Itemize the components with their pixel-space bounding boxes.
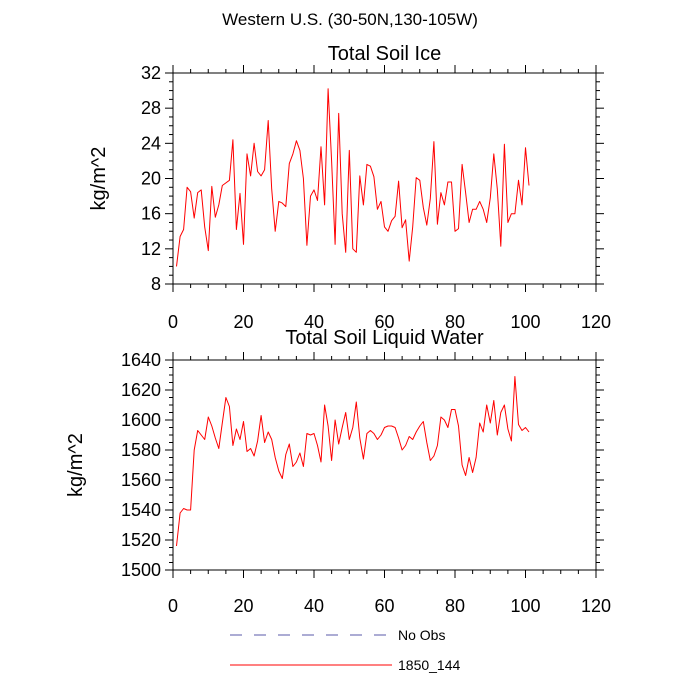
y-tick-label: 1620 [121, 380, 161, 400]
plot-frame [172, 359, 597, 571]
chart-title: Total Soil Ice [328, 43, 441, 65]
x-tick-label: 60 [374, 596, 394, 616]
chart-title: Total Soil Liquid Water [285, 327, 484, 349]
x-tick-label: 80 [445, 312, 465, 332]
x-tick-label: 120 [581, 596, 611, 616]
y-tick-label: 12 [141, 239, 161, 259]
x-tick-label: 60 [374, 312, 394, 332]
legend-item: No Obs [230, 627, 445, 643]
x-tick-label: 40 [304, 596, 324, 616]
y-tick-label: 1580 [121, 440, 161, 460]
y-tick-label: 1560 [121, 470, 161, 490]
y-tick-label: 1500 [121, 560, 161, 580]
legend-label: 1850_144 [398, 657, 461, 673]
chart-panel-2: Total Soil Liquid Water 0 20 40 60 80 100 120 15… [65, 327, 611, 616]
plot-frame [172, 72, 597, 285]
y-axis-label: kg/m^2 [65, 433, 87, 497]
figure-title: Western U.S. (30-50N,130-105W) [222, 10, 478, 29]
y-axis-label: kg/m^2 [88, 147, 110, 211]
y-tick-label: 1540 [121, 500, 161, 520]
series-line-1850_144 [176, 88, 530, 267]
x-tick-label: 20 [233, 312, 253, 332]
legend-label: No Obs [398, 627, 445, 643]
y-tick-label: 1640 [121, 350, 161, 370]
y-tick-label: 24 [141, 133, 161, 153]
x-tick-label: 0 [168, 596, 178, 616]
x-tick-label: 0 [168, 312, 178, 332]
y-tick-label: 16 [141, 204, 161, 224]
x-tick-label: 100 [510, 596, 540, 616]
y-tick-label: 32 [141, 63, 161, 83]
chart-panel-1: Total Soil Ice 0 20 40 60 80 100 120 8 12 16 20 24 28… [88, 43, 611, 332]
x-tick-label: 120 [581, 312, 611, 332]
legend: No Obs 1850_144 [230, 627, 461, 673]
y-tick-label: 8 [151, 274, 161, 294]
legend-item: 1850_144 [230, 657, 461, 673]
x-tick-label: 20 [233, 596, 253, 616]
x-tick-label: 80 [445, 596, 465, 616]
y-tick-label: 28 [141, 98, 161, 118]
y-tick-label: 20 [141, 169, 161, 189]
y-tick-label: 1600 [121, 410, 161, 430]
y-tick-label: 1520 [121, 530, 161, 550]
x-tick-label: 100 [510, 312, 540, 332]
x-tick-label: 40 [304, 312, 324, 332]
series-line-1850_144 [176, 376, 530, 547]
